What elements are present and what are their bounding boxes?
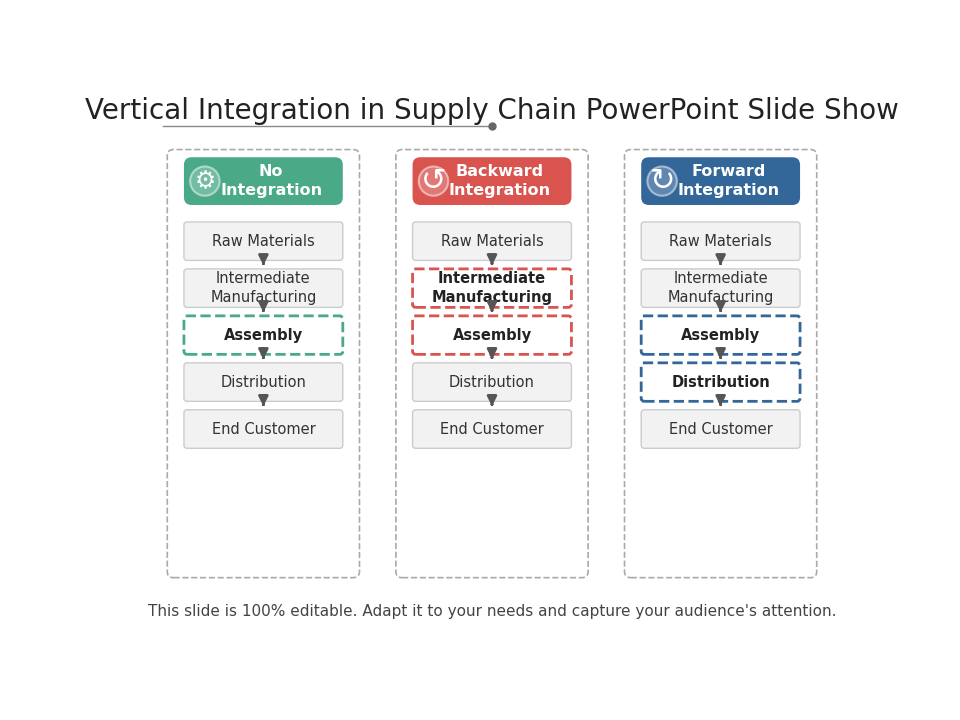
FancyBboxPatch shape — [413, 316, 571, 354]
Circle shape — [647, 166, 677, 196]
Text: Backward
Integration: Backward Integration — [448, 164, 551, 198]
Text: Intermediate
Manufacturing: Intermediate Manufacturing — [667, 271, 774, 305]
Text: Raw Materials: Raw Materials — [441, 234, 543, 248]
Text: No
Integration: No Integration — [220, 164, 323, 198]
Text: ⚙: ⚙ — [194, 169, 215, 193]
Text: Intermediate
Manufacturing: Intermediate Manufacturing — [431, 271, 553, 305]
Text: Distribution: Distribution — [671, 374, 770, 390]
FancyBboxPatch shape — [625, 150, 817, 577]
FancyBboxPatch shape — [413, 410, 571, 449]
FancyBboxPatch shape — [641, 222, 800, 261]
Text: Raw Materials: Raw Materials — [212, 234, 315, 248]
FancyBboxPatch shape — [413, 363, 571, 401]
FancyBboxPatch shape — [184, 363, 343, 401]
Text: ↻: ↻ — [649, 166, 675, 196]
FancyBboxPatch shape — [641, 269, 800, 307]
Text: Forward
Integration: Forward Integration — [678, 164, 780, 198]
FancyBboxPatch shape — [396, 150, 588, 577]
FancyBboxPatch shape — [413, 157, 571, 205]
FancyBboxPatch shape — [167, 150, 359, 577]
Text: Intermediate
Manufacturing: Intermediate Manufacturing — [210, 271, 317, 305]
Text: End Customer: End Customer — [440, 421, 544, 436]
Text: Raw Materials: Raw Materials — [669, 234, 772, 248]
FancyBboxPatch shape — [413, 222, 571, 261]
FancyBboxPatch shape — [184, 222, 343, 261]
FancyBboxPatch shape — [641, 157, 800, 205]
Text: Vertical Integration in Supply Chain PowerPoint Slide Show: Vertical Integration in Supply Chain Pow… — [85, 97, 899, 125]
Text: End Customer: End Customer — [211, 421, 315, 436]
FancyBboxPatch shape — [184, 316, 343, 354]
FancyBboxPatch shape — [184, 269, 343, 307]
Circle shape — [419, 166, 448, 196]
Circle shape — [190, 166, 220, 196]
FancyBboxPatch shape — [184, 410, 343, 449]
Text: Assembly: Assembly — [224, 328, 303, 343]
FancyBboxPatch shape — [641, 410, 800, 449]
Text: This slide is 100% editable. Adapt it to your needs and capture your audience's : This slide is 100% editable. Adapt it to… — [148, 604, 836, 619]
Text: Distribution: Distribution — [221, 374, 306, 390]
Text: Distribution: Distribution — [449, 374, 535, 390]
Text: Assembly: Assembly — [681, 328, 760, 343]
FancyBboxPatch shape — [641, 316, 800, 354]
Text: ↺: ↺ — [420, 166, 446, 196]
Text: Assembly: Assembly — [452, 328, 532, 343]
Text: End Customer: End Customer — [669, 421, 773, 436]
FancyBboxPatch shape — [413, 269, 571, 307]
FancyBboxPatch shape — [184, 157, 343, 205]
FancyBboxPatch shape — [641, 363, 800, 401]
